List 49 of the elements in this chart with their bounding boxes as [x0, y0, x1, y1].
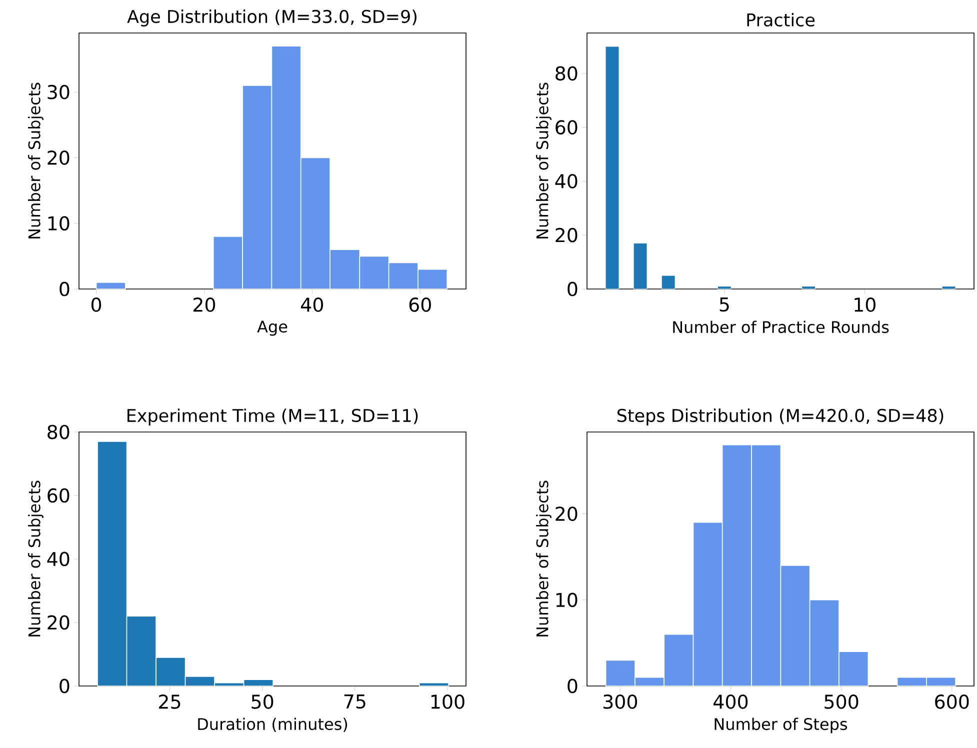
- x-tick-label: 40: [301, 298, 323, 312]
- x-tick-label: 500: [824, 694, 858, 709]
- y-tick-label: 40: [555, 174, 578, 188]
- y-tick-label: 0: [568, 678, 578, 694]
- y-tick-label: 20: [48, 615, 70, 630]
- y-tick-label: 10: [48, 216, 70, 231]
- y-tick-label: 60: [556, 120, 578, 134]
- y-tick-label: 0: [60, 678, 70, 694]
- chart-title: Experiment Time (M=11, SD=11): [128, 408, 418, 426]
- y-tick-label: 10: [556, 592, 578, 608]
- x-axis-title: Age: [257, 320, 288, 336]
- bar: [633, 242, 648, 290]
- chart-title: Practice: [747, 12, 815, 27]
- y-axis-title: Number of Subjects: [28, 82, 44, 238]
- x-tick-label: 75: [344, 694, 366, 709]
- y-tick-label: 0: [568, 282, 578, 296]
- y-tick-label: 80: [48, 424, 70, 440]
- x-tick-label: 100: [431, 694, 464, 709]
- y-tick-label: 30: [48, 84, 70, 100]
- x-axis-title: Number of Steps: [714, 718, 848, 734]
- bar: [942, 286, 956, 290]
- y-axis-title: Number of Subjects: [536, 82, 552, 238]
- x-tick-label: 400: [714, 694, 748, 709]
- x-tick-label: 10: [854, 298, 876, 312]
- y-tick-label: 0: [60, 282, 70, 296]
- x-tick-label: 60: [409, 298, 431, 312]
- y-tick-label: 60: [48, 488, 70, 503]
- x-tick-label: 25: [159, 694, 180, 709]
- x-tick-label: 600: [935, 694, 969, 709]
- x-tick-label: 5: [720, 298, 729, 312]
- y-tick-label: 20: [556, 228, 578, 242]
- chart-title: Age Distribution (M=33.0, SD=9): [127, 10, 416, 26]
- y-tick-label: 40: [47, 552, 70, 566]
- bar: [802, 286, 816, 290]
- x-tick-label: 20: [194, 298, 216, 312]
- x-axis-title: Number of Practice Rounds: [673, 320, 889, 334]
- x-axis-title: Duration (minutes): [198, 718, 348, 732]
- y-axis-title: Number of Subjects: [536, 480, 552, 636]
- bar: [661, 275, 676, 290]
- x-tick-label: 0: [91, 298, 102, 312]
- chart-title: Steps Distribution (M=420.0, SD=48): [617, 408, 944, 426]
- y-tick-label: 20: [48, 150, 70, 165]
- bar: [717, 286, 732, 290]
- y-tick-label: 80: [556, 66, 578, 81]
- y-axis-title: Number of Subjects: [28, 480, 44, 636]
- x-tick-label: 50: [252, 694, 274, 709]
- y-tick-label: 20: [556, 506, 578, 521]
- bar: [605, 46, 620, 290]
- x-tick-label: 300: [604, 694, 638, 709]
